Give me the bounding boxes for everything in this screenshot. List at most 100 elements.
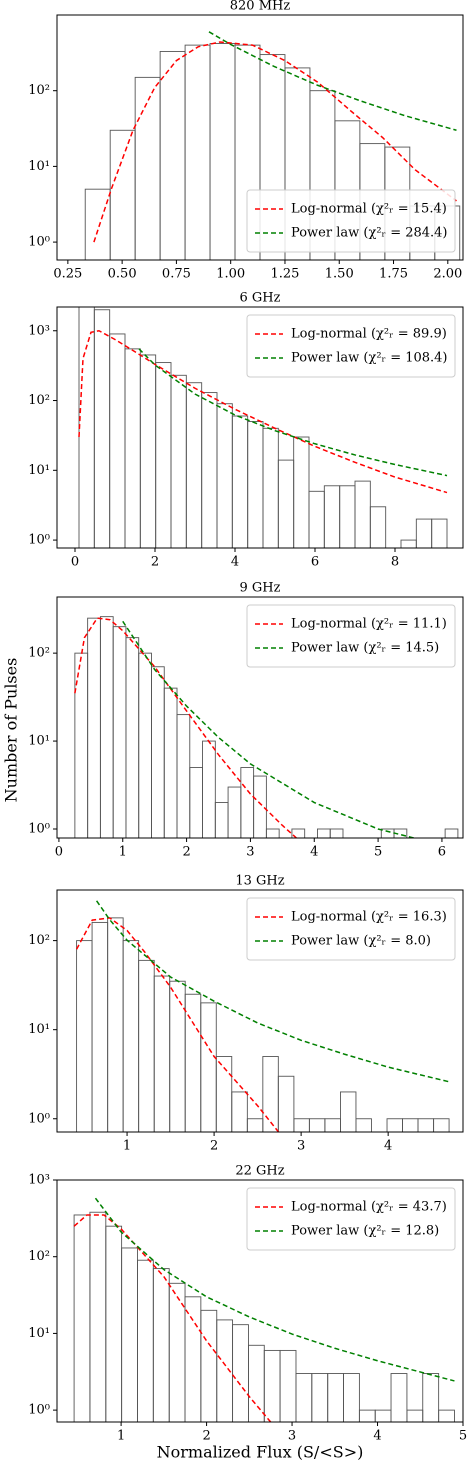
- x-tick-label: 1.00: [216, 267, 245, 282]
- axes-frame: [56, 889, 464, 1133]
- histogram-bar: [214, 802, 229, 838]
- histogram-bar: [293, 1118, 310, 1132]
- histogram-bar: [112, 626, 127, 838]
- histogram-bar: [308, 490, 325, 548]
- legend-label: Log-normal (χ²ᵣ = 11.1): [291, 617, 447, 632]
- axes-frame: [56, 14, 464, 261]
- histogram-bar: [262, 1056, 279, 1132]
- histogram-bar: [329, 828, 344, 838]
- x-tick-label: 1.75: [379, 267, 408, 282]
- y-tick-label: 10⁰: [28, 1111, 50, 1126]
- x-tick-label: 4: [373, 1429, 381, 1444]
- y-tick-label: 10¹: [28, 159, 50, 174]
- histogram-bar: [76, 940, 93, 1132]
- histogram-bar: [201, 392, 218, 548]
- histogram-bar: [390, 1373, 408, 1422]
- fit-line: [78, 329, 448, 494]
- histogram-bar: [216, 403, 233, 548]
- histogram-bar: [125, 637, 140, 838]
- x-tick-label: 0.75: [162, 267, 191, 282]
- histogram-bar: [240, 767, 255, 838]
- histogram-bar: [87, 617, 101, 838]
- y-tick-label: 10⁰: [28, 821, 50, 836]
- axes-frame: [56, 1179, 464, 1423]
- histogram-bar: [327, 1373, 344, 1422]
- histogram-bar: [93, 309, 111, 548]
- histogram-bar: [232, 1324, 249, 1422]
- legend-label: Log-normal (χ²ᵣ = 16.3): [291, 910, 447, 925]
- histogram-bar: [89, 1211, 107, 1422]
- x-tick-label: 1: [117, 1429, 125, 1444]
- histogram-bar: [247, 421, 264, 548]
- panel-title: 13 GHz: [235, 874, 284, 889]
- histogram-bar: [417, 1118, 435, 1132]
- histogram-bar: [406, 1409, 424, 1422]
- histogram-bar: [323, 485, 341, 548]
- histogram-bar: [277, 1075, 295, 1132]
- x-tick-label: 5: [459, 1429, 467, 1444]
- legend-box: [246, 189, 456, 253]
- histogram-bar: [200, 1002, 217, 1132]
- histogram-bar: [246, 1118, 264, 1132]
- panel-title: 9 GHz: [240, 581, 281, 596]
- histogram-bar: [262, 427, 279, 548]
- histogram-bar: [380, 828, 395, 838]
- fit-line: [138, 348, 448, 477]
- histogram-bar: [308, 1118, 326, 1132]
- histogram-bar: [265, 828, 280, 838]
- histogram-bar: [400, 539, 417, 548]
- histogram-bar: [295, 1373, 313, 1422]
- histogram-bar: [293, 436, 310, 548]
- x-tick-label: 8: [391, 555, 399, 570]
- plot-area: [78, 307, 448, 548]
- x-tick-label: 0.50: [108, 267, 137, 282]
- histogram-bar: [152, 1268, 170, 1422]
- y-tick-label: 10¹: [28, 1022, 50, 1037]
- x-tick-label: 1.50: [325, 267, 354, 282]
- histogram-bar: [138, 959, 155, 1132]
- x-tick-label: 1: [123, 1139, 131, 1154]
- histogram-bar: [91, 921, 109, 1132]
- x-tick-label: 1.25: [270, 267, 299, 282]
- y-tick-label: 10¹: [28, 734, 50, 749]
- x-tick-label: 2: [210, 1139, 218, 1154]
- legend-label: Log-normal (χ²ᵣ = 89.9): [291, 327, 447, 342]
- legend-box: [246, 604, 456, 668]
- x-tick-label: 1: [119, 845, 127, 860]
- panel-title: 820 MHz: [230, 0, 291, 14]
- y-tick-label: 10⁰: [28, 533, 50, 548]
- histogram-bar: [248, 1344, 265, 1422]
- y-tick-label: 10²: [28, 393, 50, 408]
- x-tick-label: 3: [297, 1139, 305, 1154]
- y-tick-label: 10⁰: [28, 235, 50, 250]
- y-tick-label: 10²: [28, 1249, 50, 1264]
- histogram-bar: [169, 980, 186, 1132]
- histogram-bar: [138, 652, 152, 838]
- y-tick-label: 10¹: [28, 1326, 50, 1341]
- legend-box: [246, 314, 456, 378]
- x-tick-label: 2: [202, 1429, 210, 1444]
- y-axis-label: Number of Pulses: [2, 658, 21, 803]
- histogram-bar: [324, 1118, 341, 1132]
- histogram-bar: [279, 1349, 297, 1422]
- histogram-bar: [415, 518, 433, 548]
- y-tick-label: 10¹: [28, 463, 50, 478]
- histogram-bar: [343, 1373, 360, 1422]
- y-tick-label: 10³: [28, 1173, 50, 1188]
- histogram-bar: [78, 307, 95, 548]
- x-tick-label: 3: [288, 1429, 296, 1444]
- histogram-bar: [340, 1091, 357, 1132]
- histogram-bar: [438, 1409, 455, 1422]
- histogram-bar: [200, 1309, 218, 1422]
- histogram-bar: [374, 1409, 392, 1422]
- legend-box: [246, 1187, 456, 1251]
- histogram-bar: [317, 828, 331, 838]
- legend-label: Power law (χ²ᵣ = 108.4): [291, 351, 448, 366]
- fit-line: [75, 917, 280, 1132]
- histogram-bar: [358, 1409, 376, 1422]
- histogram-bar: [227, 786, 242, 838]
- histogram-bar: [170, 374, 187, 548]
- x-tick-label: 4: [231, 555, 239, 570]
- fit-line: [73, 1214, 272, 1422]
